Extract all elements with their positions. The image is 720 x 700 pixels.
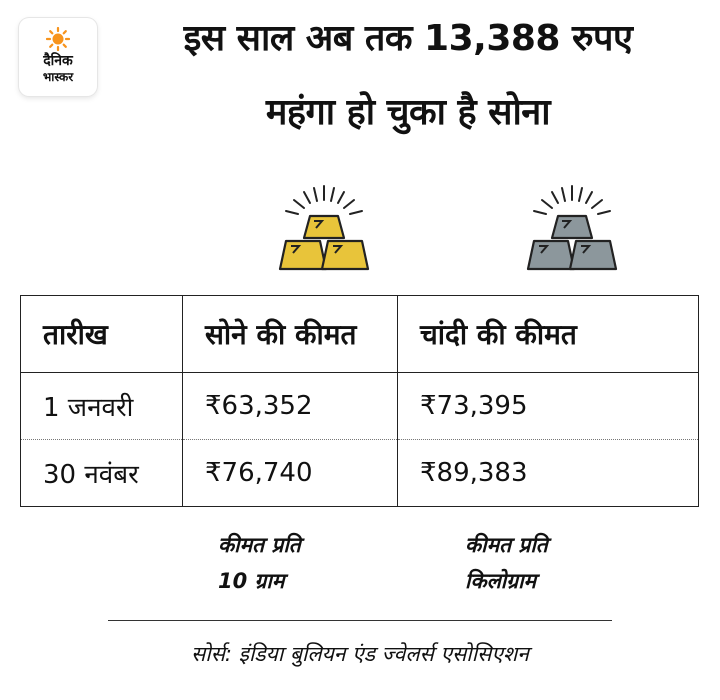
header-date: तारीख [20, 295, 183, 373]
silver-note-line2: किलोग्राम [465, 569, 537, 593]
sun-icon [46, 27, 70, 51]
row-gold-price: ₹76,740 [182, 439, 398, 507]
silver-bars-icon [526, 185, 618, 271]
silver-note-line1: कीमत प्रति [465, 533, 548, 557]
divider [108, 620, 612, 621]
table-header-row: तारीख सोने की कीमत चांदी की कीमत [20, 295, 699, 373]
logo-text-line2: भास्कर [42, 70, 74, 84]
headline-line2: महंगा हो चुका है सोना [265, 92, 551, 133]
gold-note-line2: 10 ग्राम [218, 569, 285, 593]
row-date: 30 नवंबर [20, 439, 183, 507]
dainik-bhaskar-logo: दैनिक भास्कर [19, 18, 97, 96]
price-table: तारीख सोने की कीमत चांदी की कीमत 1 जनवरी… [20, 295, 699, 507]
row-silver-price: ₹73,395 [397, 372, 699, 440]
source-credit: सोर्स: इंडिया बुलियन एंड ज्वेलर्स एसोसिए… [191, 642, 529, 666]
table-row: 1 जनवरी ₹63,352 ₹73,395 [20, 372, 699, 440]
silver-price-unit-note: कीमत प्रति किलोग्राम [465, 527, 548, 599]
row-silver-price: ₹89,383 [397, 439, 699, 507]
gold-price-unit-note: कीमत प्रति 10 ग्राम [218, 527, 301, 599]
gold-bars-icon [278, 185, 370, 271]
gold-note-line1: कीमत प्रति [218, 533, 301, 557]
header-silver-price: चांदी की कीमत [397, 295, 699, 373]
row-gold-price: ₹63,352 [182, 372, 398, 440]
header-gold-price: सोने की कीमत [182, 295, 398, 373]
headline-line1: इस साल अब तक 13,388 रुपए [183, 18, 633, 59]
logo-text-line1: दैनिक [43, 53, 73, 69]
table-row: 30 नवंबर ₹76,740 ₹89,383 [20, 439, 699, 507]
row-date: 1 जनवरी [20, 372, 183, 440]
